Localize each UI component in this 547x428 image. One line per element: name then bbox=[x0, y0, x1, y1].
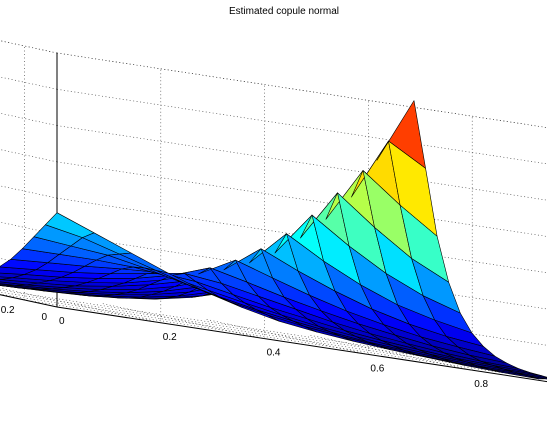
x-tick-label: 0.6 bbox=[370, 363, 384, 374]
y-axis-line bbox=[0, 294, 58, 308]
grid-line bbox=[56, 125, 547, 201]
x-origin-tick-label: 0 bbox=[59, 316, 65, 327]
surface-patch bbox=[527, 375, 547, 380]
grid-line bbox=[0, 185, 58, 199]
surface-mesh bbox=[0, 100, 547, 380]
chart-title: Estimated copule normal bbox=[229, 6, 339, 17]
grid-line bbox=[0, 40, 58, 54]
y-tick-label: 0 bbox=[41, 312, 47, 323]
grid-line bbox=[0, 149, 58, 163]
grid-line bbox=[56, 88, 547, 165]
y-tick-label: 0.2 bbox=[1, 305, 15, 316]
surface-patch bbox=[515, 372, 547, 380]
grid-line bbox=[56, 52, 547, 128]
x-axis-line bbox=[56, 306, 547, 383]
x-tick-label: 0.8 bbox=[474, 379, 488, 390]
grid-line bbox=[0, 76, 58, 90]
grid-line bbox=[102, 303, 265, 339]
x-tick-label: 0.2 bbox=[163, 332, 177, 343]
axis-ticks: 00.511.522.533.50.20.40.60.8100.20.40.60… bbox=[1, 305, 489, 390]
grid-line bbox=[0, 40, 58, 54]
grid-line bbox=[56, 52, 547, 128]
grid-line bbox=[0, 112, 58, 126]
x-tick-label: 0.4 bbox=[267, 348, 281, 359]
